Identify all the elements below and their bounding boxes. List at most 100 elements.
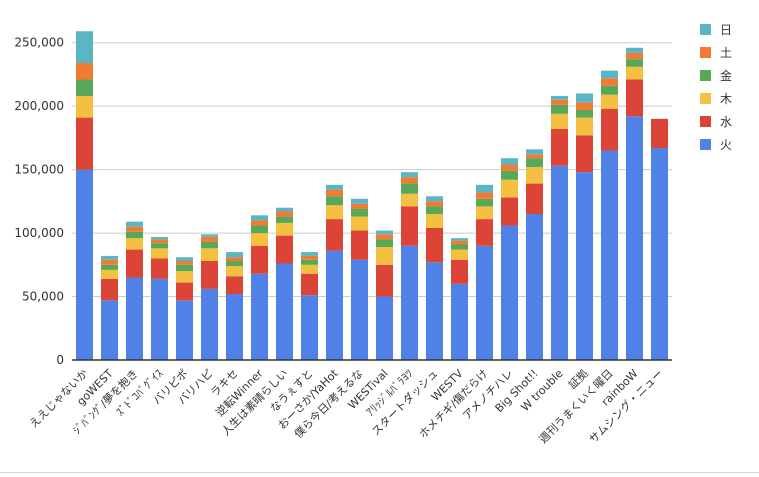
bar-segment	[426, 196, 443, 202]
y-tick-label: 50,000	[22, 290, 64, 304]
bar-segment	[651, 118, 668, 149]
bar-segment	[276, 211, 293, 217]
bar-segment	[351, 198, 368, 204]
bar-segment	[426, 201, 443, 207]
bar-segment	[251, 225, 268, 234]
bar-segment	[576, 172, 593, 360]
bar-segment	[151, 278, 168, 360]
bar-segment	[401, 193, 418, 207]
bar-segment	[526, 183, 543, 215]
bar-segment	[351, 230, 368, 260]
bar-segment	[151, 258, 168, 279]
bar-segment	[426, 206, 443, 215]
bar-segment	[201, 241, 218, 249]
bar-segment	[226, 294, 243, 360]
bar-segment	[526, 149, 543, 155]
y-tick-label: 200,000	[14, 99, 64, 113]
bar-segment	[126, 226, 143, 232]
bar-segment	[451, 249, 468, 260]
bar-segment	[376, 230, 393, 235]
legend-label: 水	[720, 115, 733, 129]
bar-segment	[626, 52, 643, 60]
bar-segment	[201, 234, 218, 237]
bar-segment	[651, 148, 668, 360]
bar-segment	[226, 261, 243, 267]
bar-segment	[301, 255, 318, 260]
legend-item: 日	[700, 18, 732, 41]
bar-segment	[626, 66, 643, 80]
bar-segment	[451, 259, 468, 284]
y-tick-label: 100,000	[14, 226, 64, 240]
bar-segment	[476, 245, 493, 360]
bar-segment	[101, 259, 118, 265]
bar-segment	[576, 102, 593, 110]
bar-segment	[351, 259, 368, 360]
bar-segment	[501, 158, 518, 165]
bar-segment	[276, 207, 293, 212]
legend-swatch	[700, 70, 711, 81]
y-tick-label: 0	[56, 353, 64, 367]
bar-segment	[276, 222, 293, 236]
legend-label: 木	[720, 92, 733, 106]
bar-segment	[401, 172, 418, 178]
legend-item: 土	[700, 41, 732, 64]
legend-label: 金	[720, 69, 733, 83]
bar-segment	[376, 296, 393, 360]
bar-segment	[126, 277, 143, 360]
bar-segment	[301, 252, 318, 256]
bar-segment	[601, 70, 618, 79]
bar-segment	[126, 249, 143, 278]
bar-segment	[501, 164, 518, 171]
legend-item: 金	[700, 64, 732, 87]
bar-segment	[301, 259, 318, 265]
divider	[0, 472, 759, 473]
x-axis-ticks: ええじゃないかgoWESTｼﾞﾊﾞﾝｸﾞ/夢を抱きｽﾞﾄﾞｺﾊﾞｸﾞｲｽバリピポ…	[27, 366, 666, 446]
bar-segment	[151, 236, 168, 240]
bar-segment	[176, 257, 193, 261]
bar-segment	[76, 31, 93, 63]
bar-segment	[626, 47, 643, 53]
legend-label: 日	[720, 23, 733, 37]
bar-segment	[326, 189, 343, 197]
bar-segment	[251, 215, 268, 221]
bar-segment	[201, 248, 218, 261]
bar-segment	[326, 196, 343, 206]
bar-segment	[601, 108, 618, 151]
bar-segment	[251, 233, 268, 246]
bar-segment	[626, 116, 643, 360]
bar-segment	[476, 206, 493, 220]
bar-segment	[351, 203, 368, 209]
bar-segment	[326, 250, 343, 360]
bar-segment	[376, 264, 393, 297]
bar-segment	[426, 228, 443, 263]
bar-segment	[226, 257, 243, 261]
bar-segment	[401, 206, 418, 246]
bar-segment	[401, 177, 418, 184]
bar-segment	[176, 261, 193, 265]
bar-segment	[76, 79, 93, 96]
bar-segment	[501, 170, 518, 180]
bar-segment	[176, 264, 193, 272]
bar-segment	[251, 245, 268, 274]
bar-segment	[526, 214, 543, 360]
bar-segment	[451, 283, 468, 360]
y-axis-ticks: 0 50,000 100,000 150,000 200,000 250,000	[14, 36, 64, 367]
y-tick-label: 250,000	[14, 36, 64, 50]
bar-segment	[151, 248, 168, 259]
bar-segment	[501, 197, 518, 226]
bar-segment	[551, 96, 568, 100]
bar-segment	[101, 255, 118, 260]
bar-segment	[226, 266, 243, 277]
bar-segment	[376, 234, 393, 240]
bar-segment	[76, 96, 93, 118]
bar-segment	[576, 117, 593, 136]
bar-segment	[551, 165, 568, 360]
bar-segment	[551, 99, 568, 105]
bar-segment	[401, 183, 418, 194]
bar-segment	[76, 169, 93, 360]
bar-segment	[601, 150, 618, 360]
bar-segment	[376, 239, 393, 248]
bar-segment	[601, 94, 618, 109]
bar-segment	[101, 278, 118, 301]
legend-item: 火	[700, 133, 732, 156]
